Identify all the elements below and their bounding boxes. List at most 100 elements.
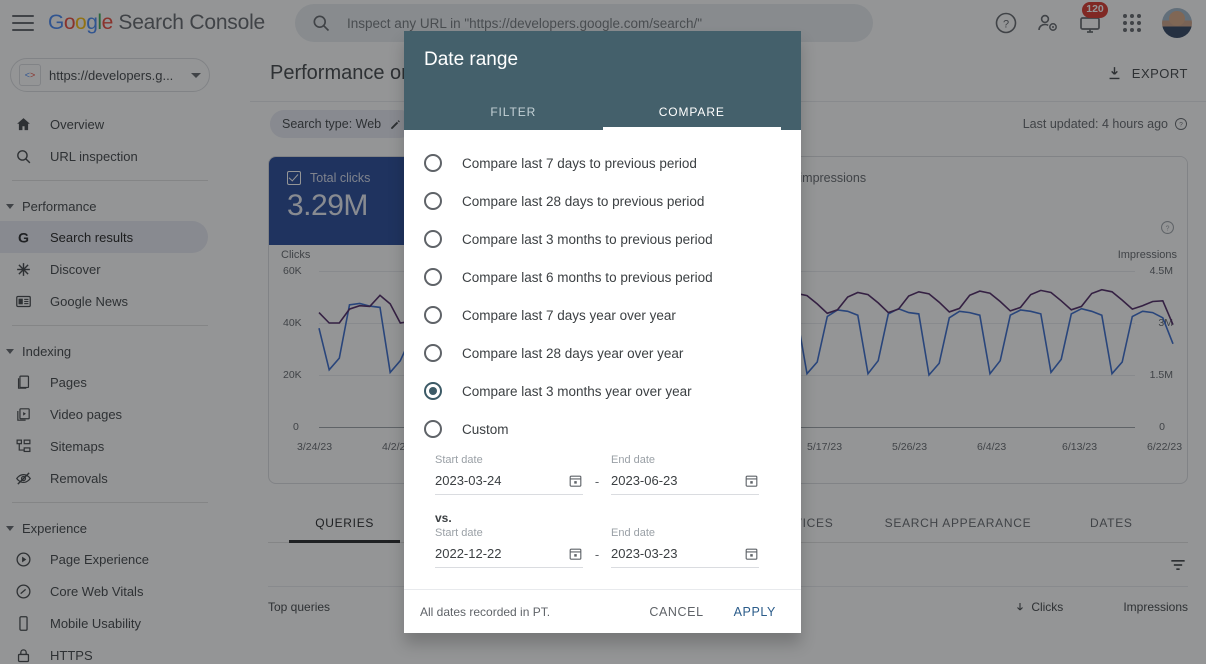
primary-end-date-field[interactable]: End date 2023-06-23 xyxy=(611,454,759,495)
primary-start-date-field[interactable]: Start date 2023-03-24 xyxy=(435,454,583,495)
sidebar-group-label: Performance xyxy=(22,198,97,214)
option-label: Compare last 28 days to previous period xyxy=(462,193,705,209)
sidebar-item-url-inspection[interactable]: URL inspection xyxy=(0,140,208,172)
home-icon xyxy=(12,113,34,135)
search-type-chip[interactable]: Search type: Web xyxy=(270,110,415,138)
input-wrap[interactable]: 2023-03-24 xyxy=(435,473,583,495)
chevron-down-icon xyxy=(6,525,14,531)
notifications-monitor-icon[interactable]: 120 xyxy=(1078,2,1108,35)
column-impressions[interactable]: Impressions xyxy=(1123,600,1188,614)
y-tick-right: 0 xyxy=(1159,421,1165,433)
sidebar-item-google-news[interactable]: Google News xyxy=(0,285,208,317)
export-button[interactable]: EXPORT xyxy=(1106,65,1188,82)
dialog-actions: CANCEL APPLY xyxy=(640,598,785,626)
option-compare-3-months-yoy[interactable]: Compare last 3 months year over year xyxy=(404,372,801,410)
field-label: End date xyxy=(611,527,656,539)
radio-selected-icon[interactable] xyxy=(424,382,442,400)
date-inputs: Start date 2023-03-24 - End date xyxy=(404,448,801,568)
sidebar-item-core-web-vitals[interactable]: Core Web Vitals xyxy=(0,575,208,607)
metric-total-impressions[interactable]: Total impressions ? xyxy=(728,157,1187,245)
sidebar-item-video-pages[interactable]: Video pages xyxy=(0,398,208,430)
input-wrap[interactable]: 2023-03-23 xyxy=(611,546,759,568)
sidebar-item-page-experience[interactable]: Page Experience xyxy=(0,543,208,575)
option-label: Compare last 3 months to previous period xyxy=(462,231,713,247)
pencil-icon xyxy=(391,119,400,129)
sidebar-item-sitemaps[interactable]: Sitemaps xyxy=(0,430,208,462)
sitemap-icon xyxy=(12,435,34,457)
option-compare-28-days-previous[interactable]: Compare last 28 days to previous period xyxy=(404,182,801,220)
sidebar-group-experience[interactable]: Experience xyxy=(0,513,250,543)
help-circle-icon[interactable]: ? xyxy=(1160,220,1175,235)
dialog-footer: All dates recorded in PT. CANCEL APPLY xyxy=(404,589,801,633)
sidebar-item-pages[interactable]: Pages xyxy=(0,366,208,398)
metric-value: 3.29M xyxy=(287,189,368,222)
sidebar-item-removals[interactable]: Removals xyxy=(0,462,208,494)
topbar-actions: ? 120 xyxy=(994,2,1206,38)
option-compare-6-months-previous[interactable]: Compare last 6 months to previous period xyxy=(404,258,801,296)
column-top-queries[interactable]: Top queries xyxy=(268,600,331,614)
input-wrap[interactable]: 2023-06-23 xyxy=(611,473,759,495)
y-tick-left: 60K xyxy=(283,265,302,277)
apps-grid-icon[interactable] xyxy=(1120,11,1144,35)
search-icon xyxy=(12,145,34,167)
column-clicks[interactable]: Clicks xyxy=(1014,600,1063,614)
chevron-down-icon[interactable] xyxy=(191,72,201,78)
column-label: Clicks xyxy=(1031,600,1064,614)
help-circle-icon[interactable]: ? xyxy=(994,11,1018,35)
sidebar-item-discover[interactable]: Discover xyxy=(0,253,208,285)
input-wrap[interactable]: 2022-12-22 xyxy=(435,546,583,568)
property-selector[interactable]: < > https://developers.g... xyxy=(10,58,210,92)
sidebar-item-overview[interactable]: Overview xyxy=(0,108,208,140)
calendar-icon[interactable] xyxy=(744,546,759,561)
calendar-icon[interactable] xyxy=(568,473,583,488)
help-circle-icon[interactable]: ? xyxy=(1174,117,1188,131)
radio-icon[interactable] xyxy=(424,268,442,286)
x-tick: 3/24/23 xyxy=(297,441,333,453)
avatar[interactable] xyxy=(1162,8,1192,38)
calendar-icon[interactable] xyxy=(744,473,759,488)
radio-icon[interactable] xyxy=(424,344,442,362)
tab-dates[interactable]: DATES xyxy=(1089,516,1133,530)
dialog-header: Date range FILTER COMPARE xyxy=(404,31,801,130)
cancel-button[interactable]: CANCEL xyxy=(640,598,712,626)
radio-icon[interactable] xyxy=(424,420,442,438)
app-name: Search Console xyxy=(112,11,266,34)
sidebar-item-search-results[interactable]: G Search results xyxy=(0,221,208,253)
tab-compare[interactable]: COMPARE xyxy=(602,93,782,130)
sidebar-label: Sitemaps xyxy=(50,438,105,454)
column-label: Impressions xyxy=(1123,600,1188,614)
compare-start-date-field[interactable]: Start date 2022-12-22 xyxy=(435,527,583,568)
video-pages-icon xyxy=(12,403,34,425)
calendar-icon[interactable] xyxy=(568,546,583,561)
field-label: Start date xyxy=(435,527,483,539)
radio-icon[interactable] xyxy=(424,230,442,248)
tab-queries[interactable]: QUERIES xyxy=(268,502,421,543)
tab-search-appearance[interactable]: SEARCH APPEARANCE xyxy=(884,516,1032,530)
sidebar-group-performance[interactable]: Performance xyxy=(0,191,250,221)
sidebar-item-mobile-usability[interactable]: Mobile Usability xyxy=(0,607,208,639)
filters-toolbar: Search type: Web Last updated: 4 hours a… xyxy=(250,102,1206,146)
sidebar-item-https[interactable]: HTTPS xyxy=(0,639,208,664)
filter-list-icon[interactable] xyxy=(1168,555,1188,575)
checkbox-checked-icon[interactable] xyxy=(287,171,301,185)
sidebar-label: Removals xyxy=(50,470,108,486)
sidebar-group-indexing[interactable]: Indexing xyxy=(0,336,250,366)
option-compare-7-days-previous[interactable]: Compare last 7 days to previous period xyxy=(404,144,801,182)
person-gear-icon[interactable] xyxy=(1036,11,1060,35)
download-icon xyxy=(1109,67,1120,80)
radio-icon[interactable] xyxy=(424,154,442,172)
apply-button[interactable]: APPLY xyxy=(725,598,785,626)
tab-filter[interactable]: FILTER xyxy=(490,105,537,119)
compare-end-date-field[interactable]: End date 2023-03-23 xyxy=(611,527,759,568)
radio-icon[interactable] xyxy=(424,192,442,210)
option-compare-7-days-yoy[interactable]: Compare last 7 days year over year xyxy=(404,296,801,334)
sidebar-label: HTTPS xyxy=(50,647,93,663)
hamburger-menu-icon[interactable] xyxy=(12,15,34,31)
option-custom[interactable]: Custom xyxy=(404,410,801,448)
primary-end-date-value: 2023-06-23 xyxy=(611,473,678,488)
radio-icon[interactable] xyxy=(424,306,442,324)
y-axis-left-title: Clicks xyxy=(281,249,311,261)
option-label: Compare last 7 days to previous period xyxy=(462,155,697,171)
option-compare-3-months-previous[interactable]: Compare last 3 months to previous period xyxy=(404,220,801,258)
option-compare-28-days-yoy[interactable]: Compare last 28 days year over year xyxy=(404,334,801,372)
